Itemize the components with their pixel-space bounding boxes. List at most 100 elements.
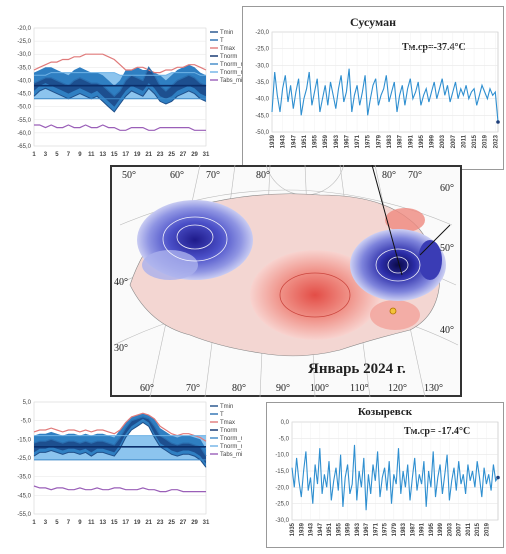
x-tick-label: 1975 (366, 134, 372, 148)
y-tick-label: 5,0 (23, 400, 32, 406)
x-tick-label: 1963 (355, 522, 361, 536)
x-tick-label: 1991 (420, 522, 426, 536)
svg-text:60°: 60° (170, 170, 184, 181)
y-tick-label: -35,0 (255, 80, 269, 86)
y-tick-label: -20,0 (255, 30, 269, 36)
legend-label: T (220, 38, 224, 44)
svg-text:80°: 80° (382, 170, 396, 181)
x-tick-label: 2003 (447, 522, 453, 536)
svg-text:120°: 120° (388, 383, 407, 394)
x-tick-label: 17 (122, 520, 129, 526)
y-tick-label: -15,0 (17, 437, 31, 443)
y-tick-label: -25,0 (17, 39, 31, 45)
x-tick-label: 11 (88, 520, 95, 526)
x-tick-label: 1971 (373, 522, 379, 536)
legend-label: Tmax (220, 46, 235, 52)
svg-text:80°: 80° (256, 170, 270, 181)
map-lon-top: 50° 60° 70° 80° 80° 70° (122, 170, 422, 181)
x-tick-label: 2011 (466, 522, 472, 536)
legend-label: Tmin (220, 30, 233, 36)
series-line-t (271, 68, 499, 123)
x-tick-label: 31 (203, 152, 210, 158)
x-tick-label: 1 (32, 520, 36, 526)
series-line-tmin (33, 87, 207, 113)
temperature-anomaly-map: 50° 60° 70° 80° 80° 70° 40° 30° 60° 50° … (113, 165, 459, 397)
svg-text:50°: 50° (440, 243, 454, 254)
legend-label: T (220, 412, 224, 418)
map-lat-right: 60° 50° 40° (440, 183, 454, 336)
y-tick-label: -20,0 (17, 26, 31, 32)
map-lon-bottom: 60° 70° 80° 90° 100° 110° 120° 130° (140, 383, 443, 394)
x-tick-label: 5 (55, 520, 59, 526)
legend-label: Tmax (220, 420, 235, 426)
x-tick-label: 1967 (344, 134, 350, 148)
y-tick-label: -15,0 (275, 469, 289, 475)
y-tick-label: -45,0 (255, 113, 269, 119)
x-tick-label: 3 (44, 152, 48, 158)
x-tick-label: 1999 (430, 134, 436, 148)
x-tick-label: 1939 (270, 134, 276, 148)
y-tick-label: -5,0 (279, 436, 290, 442)
x-tick-label: 7 (67, 152, 71, 158)
x-tick-label: 15 (111, 152, 118, 158)
x-tick-label: 3 (44, 520, 48, 526)
x-tick-label: 1963 (334, 134, 340, 148)
x-tick-label: 2007 (457, 522, 463, 536)
x-tick-label: 1987 (398, 134, 404, 148)
x-tick-label: 19 (134, 520, 141, 526)
observed-range-band (34, 64, 206, 112)
x-tick-label: 13 (99, 520, 106, 526)
svg-text:110°: 110° (350, 383, 369, 394)
x-tick-label: 21 (145, 520, 152, 526)
x-tick-label: 31 (203, 520, 210, 526)
x-tick-label: 1979 (376, 134, 382, 148)
x-tick-label: 2015 (472, 134, 478, 148)
x-tick-label: 17 (122, 152, 129, 158)
x-tick-label: 21 (145, 152, 152, 158)
svg-text:90°: 90° (276, 383, 290, 394)
legend-label: Tnorm_min (220, 62, 242, 68)
x-tick-label: 1995 (429, 522, 435, 536)
svg-text:40°: 40° (114, 277, 128, 288)
legend-label: Tmin (220, 404, 233, 410)
cold-anomaly-east (350, 229, 446, 301)
x-tick-label: 1987 (410, 522, 416, 536)
x-tick-label: 1983 (401, 522, 407, 536)
svg-text:70°: 70° (408, 170, 422, 181)
x-tick-label: 1935 (290, 522, 296, 536)
svg-text:50°: 50° (122, 170, 136, 181)
y-tick-label: -30,0 (17, 52, 31, 58)
susuman-title: Сусуман (350, 15, 396, 29)
x-tick-label: 1939 (299, 522, 305, 536)
x-tick-label: 5 (55, 152, 59, 158)
susuman-annotation: Tм.ср=-37.4°C (402, 42, 466, 53)
x-tick-label: 27 (180, 520, 187, 526)
x-tick-label: 1991 (408, 134, 414, 148)
x-tick-label: 19 (134, 152, 141, 158)
svg-text:60°: 60° (140, 383, 154, 394)
series-line-t (291, 444, 499, 511)
y-tick-label: -65,0 (17, 144, 31, 150)
legend-label: Tabs_min (220, 452, 242, 458)
warm-anomaly (250, 208, 425, 340)
x-tick-label: 1995 (419, 134, 425, 148)
y-tick-label: -50,0 (17, 105, 31, 111)
x-tick-label: 1955 (313, 134, 319, 148)
y-tick-label: -25,0 (275, 502, 289, 508)
svg-text:80°: 80° (232, 383, 246, 394)
svg-text:60°: 60° (440, 183, 454, 194)
series-line-tmin (33, 421, 207, 468)
y-tick-label: -40,0 (255, 97, 269, 103)
cold-anomaly-west (137, 200, 253, 280)
kozyrevsk-annotation: Tм.ср= -17.4°C (404, 426, 470, 437)
y-tick-label: -45,0 (17, 493, 31, 499)
x-tick-label: 2023 (493, 134, 499, 148)
svg-text:100°: 100° (310, 383, 329, 394)
y-tick-label: -35,0 (17, 65, 31, 71)
y-tick-label: -25,0 (255, 47, 269, 53)
series-line-t (33, 66, 207, 98)
svg-text:30°: 30° (114, 343, 128, 354)
y-tick-label: -10,0 (275, 453, 289, 459)
y-tick-label: -30,0 (275, 518, 289, 524)
observed-core-band (34, 416, 206, 464)
